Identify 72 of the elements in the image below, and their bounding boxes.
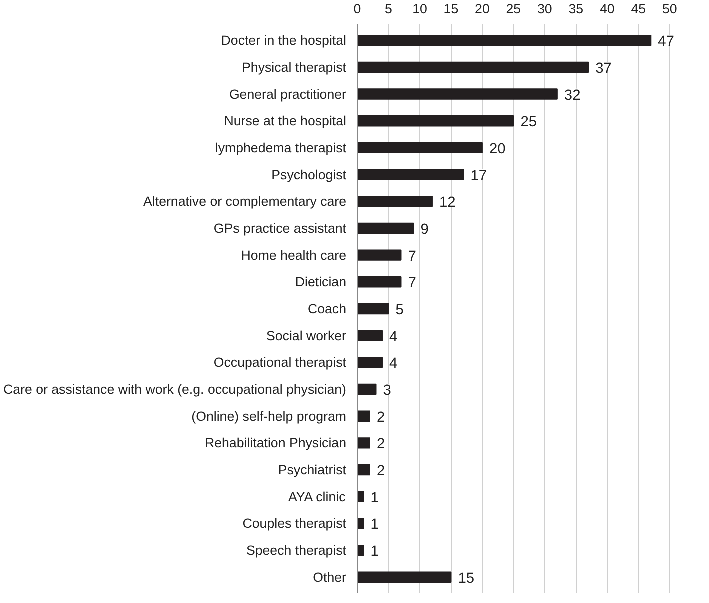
y-tick-label: Other xyxy=(313,570,348,585)
bar xyxy=(358,464,370,476)
y-tick-label: Couples therapist xyxy=(242,516,347,532)
bar xyxy=(358,384,377,396)
data-label: 20 xyxy=(489,141,506,158)
data-label: 1 xyxy=(370,544,379,560)
bar xyxy=(358,169,464,180)
data-label: 2 xyxy=(376,410,386,426)
x-tick-label: 45 xyxy=(631,2,646,16)
y-tick-label: Nurse at the hospital xyxy=(224,114,347,129)
bar xyxy=(358,142,483,154)
x-tick-label: 40 xyxy=(600,2,615,16)
y-tick-label: General practitioner xyxy=(229,86,348,102)
data-label: 15 xyxy=(458,570,475,587)
y-tick-label: Alternative or complementary care xyxy=(144,194,346,210)
y-tick-label: Social worker xyxy=(266,328,348,344)
data-label: 25 xyxy=(520,114,538,131)
x-tick-label: 15 xyxy=(444,2,459,16)
bar xyxy=(358,35,652,46)
data-label: 4 xyxy=(389,356,398,372)
y-tick-label: AYA clinic xyxy=(288,489,346,504)
bar xyxy=(358,116,514,127)
y-tick-label: (Online) self-help program xyxy=(192,408,347,424)
y-tick-label: Coach xyxy=(308,302,347,316)
x-tick-label: 20 xyxy=(475,2,490,16)
x-tick-label: 10 xyxy=(412,2,428,16)
bar xyxy=(358,222,414,234)
x-tick-label: 5 xyxy=(385,2,392,16)
bar xyxy=(358,250,402,261)
x-tick-label: 35 xyxy=(568,2,584,16)
data-label: 37 xyxy=(596,60,612,77)
y-tick-label: Home health care xyxy=(241,248,347,263)
data-label: 12 xyxy=(439,195,456,212)
bar xyxy=(358,330,383,342)
x-tick-label: 30 xyxy=(538,2,552,16)
bar xyxy=(358,276,402,288)
y-tick-label: Dietician xyxy=(295,274,347,290)
bar xyxy=(358,572,452,583)
data-label: 32 xyxy=(564,88,581,104)
bar xyxy=(358,518,364,530)
data-label: 47 xyxy=(658,34,674,50)
data-label: 7 xyxy=(408,276,416,292)
y-tick-label: Speech therapist xyxy=(246,543,347,558)
bar xyxy=(358,357,383,368)
bar xyxy=(358,410,370,422)
data-label: 1 xyxy=(370,517,379,534)
data-label: 1 xyxy=(370,490,379,506)
data-label: 7 xyxy=(408,248,416,265)
y-tick-label: Docter in the hospital xyxy=(221,33,347,48)
y-tick-label: Physical therapist xyxy=(242,60,347,75)
y-tick-label: Care or assistance with work (e.g. occupational physician) xyxy=(4,382,347,398)
data-label: 3 xyxy=(383,383,392,400)
bar xyxy=(358,196,433,208)
data-label: 4 xyxy=(389,329,398,346)
bar xyxy=(358,88,558,100)
y-tick-label: Occupational therapist xyxy=(214,355,347,370)
y-tick-label: Rehabilitation Physician xyxy=(204,436,347,451)
x-tick-label: 25 xyxy=(506,2,522,16)
data-label: 5 xyxy=(396,302,404,318)
y-tick-label: Psychiatrist xyxy=(278,462,347,478)
data-label: 2 xyxy=(376,464,386,480)
y-tick-label: Psychologist xyxy=(272,167,347,182)
bar xyxy=(358,303,390,315)
data-label: 9 xyxy=(420,222,429,238)
data-label: 2 xyxy=(376,436,386,453)
y-tick-label: GPs practice assistant xyxy=(214,220,347,236)
x-tick-label: 50 xyxy=(662,2,678,16)
bar xyxy=(358,438,370,449)
x-tick-label: 0 xyxy=(354,2,362,16)
bar xyxy=(358,62,590,74)
y-tick-label: lymphedema therapist xyxy=(215,140,347,156)
data-label: 17 xyxy=(470,168,488,184)
